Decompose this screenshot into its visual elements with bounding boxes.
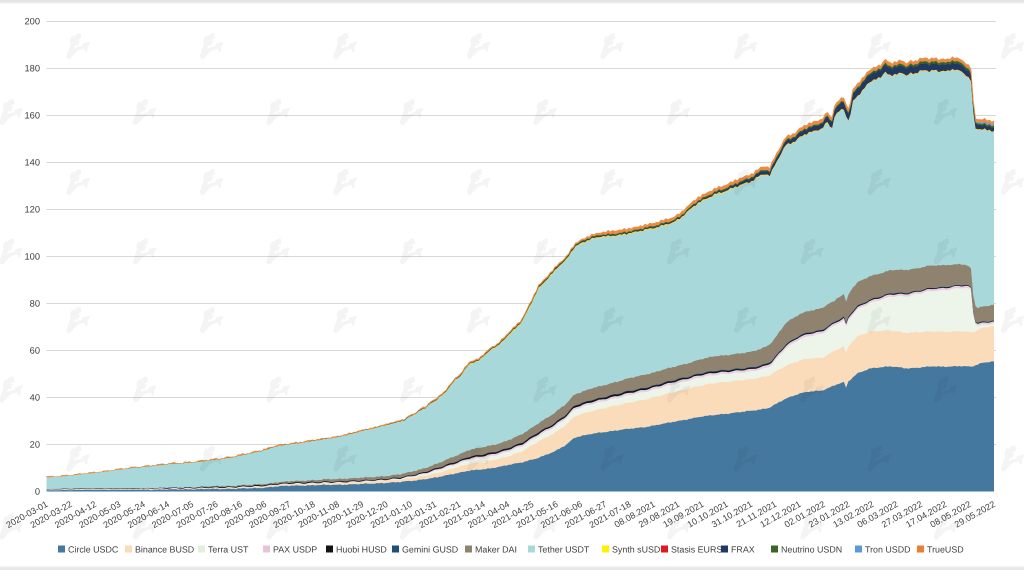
svg-text:Circle USDC: Circle USDC	[68, 545, 119, 555]
svg-text:PAX USDP: PAX USDP	[273, 545, 317, 555]
svg-text:Neutrino USDN: Neutrino USDN	[781, 545, 842, 555]
svg-text:FRAX: FRAX	[731, 545, 755, 555]
svg-text:Tether USDT: Tether USDT	[538, 545, 590, 555]
svg-text:140: 140	[24, 157, 40, 167]
svg-text:Tron USDD: Tron USDD	[865, 545, 911, 555]
svg-text:40: 40	[30, 393, 40, 403]
svg-text:Gemini GUSD: Gemini GUSD	[402, 545, 458, 555]
svg-text:Huobi HUSD: Huobi HUSD	[336, 545, 387, 555]
svg-text:20: 20	[30, 440, 40, 450]
svg-text:Stasis EURS: Stasis EURS	[671, 545, 722, 555]
svg-text:Terra UST: Terra UST	[208, 545, 249, 555]
svg-text:TrueUSD: TrueUSD	[927, 545, 964, 555]
svg-text:100: 100	[24, 252, 40, 262]
svg-text:80: 80	[30, 299, 40, 309]
svg-text:180: 180	[24, 63, 40, 73]
svg-text:120: 120	[24, 204, 40, 214]
svg-text:Synth sUSD: Synth sUSD	[612, 545, 660, 555]
svg-text:Binance BUSD: Binance BUSD	[135, 545, 194, 555]
svg-text:Maker DAI: Maker DAI	[475, 545, 517, 555]
svg-text:0: 0	[35, 487, 40, 497]
svg-text:200: 200	[24, 16, 40, 26]
svg-text:60: 60	[30, 346, 40, 356]
svg-text:160: 160	[24, 110, 40, 120]
